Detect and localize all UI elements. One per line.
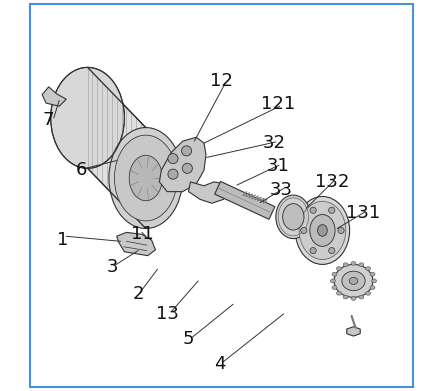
Ellipse shape [365,267,370,271]
Ellipse shape [276,195,311,239]
Circle shape [310,248,316,254]
Ellipse shape [336,291,342,295]
Polygon shape [189,182,229,203]
Ellipse shape [299,201,346,260]
Text: 2: 2 [132,285,144,303]
Polygon shape [88,67,146,228]
Ellipse shape [370,286,375,290]
Polygon shape [257,197,261,201]
Ellipse shape [343,295,348,299]
Circle shape [329,248,335,254]
Ellipse shape [359,263,364,267]
Polygon shape [249,194,253,198]
Ellipse shape [343,263,348,267]
Ellipse shape [330,279,335,283]
Ellipse shape [336,267,342,271]
Text: 131: 131 [346,204,381,222]
Text: 3: 3 [107,258,119,276]
Circle shape [182,163,192,173]
Circle shape [168,154,178,164]
Ellipse shape [109,127,183,228]
Text: 5: 5 [183,330,194,348]
Text: 4: 4 [214,355,225,373]
Ellipse shape [372,279,377,283]
Polygon shape [246,193,250,197]
Polygon shape [260,198,264,202]
Text: 12: 12 [210,72,233,90]
Polygon shape [243,192,247,196]
Polygon shape [159,137,206,192]
Circle shape [310,207,316,213]
Ellipse shape [310,215,335,246]
Polygon shape [263,199,267,203]
Text: 132: 132 [315,173,350,191]
Ellipse shape [351,262,356,265]
Text: 1: 1 [57,231,68,249]
Text: 121: 121 [260,95,295,113]
Polygon shape [215,181,275,219]
Circle shape [301,227,307,233]
Ellipse shape [334,264,373,298]
Ellipse shape [365,291,370,295]
Text: 31: 31 [266,158,289,176]
Polygon shape [42,87,66,106]
Circle shape [168,169,178,179]
Ellipse shape [332,286,337,290]
Circle shape [329,207,335,213]
Ellipse shape [318,224,327,236]
Ellipse shape [295,196,350,264]
Ellipse shape [129,155,163,201]
Text: 6: 6 [76,161,87,179]
Text: 7: 7 [43,111,54,129]
Ellipse shape [114,135,177,221]
Text: 13: 13 [155,305,179,323]
Ellipse shape [351,296,356,300]
Ellipse shape [332,272,337,276]
Ellipse shape [51,67,124,168]
Ellipse shape [370,272,375,276]
Ellipse shape [359,295,364,299]
Polygon shape [117,232,155,256]
Text: 11: 11 [131,225,153,243]
Text: 32: 32 [262,134,285,152]
Polygon shape [252,195,256,199]
Polygon shape [254,196,258,200]
Ellipse shape [342,271,365,291]
Circle shape [182,146,192,156]
Circle shape [338,227,344,233]
Ellipse shape [349,278,358,284]
Polygon shape [347,327,360,336]
Text: 33: 33 [270,181,293,199]
Ellipse shape [283,204,304,230]
